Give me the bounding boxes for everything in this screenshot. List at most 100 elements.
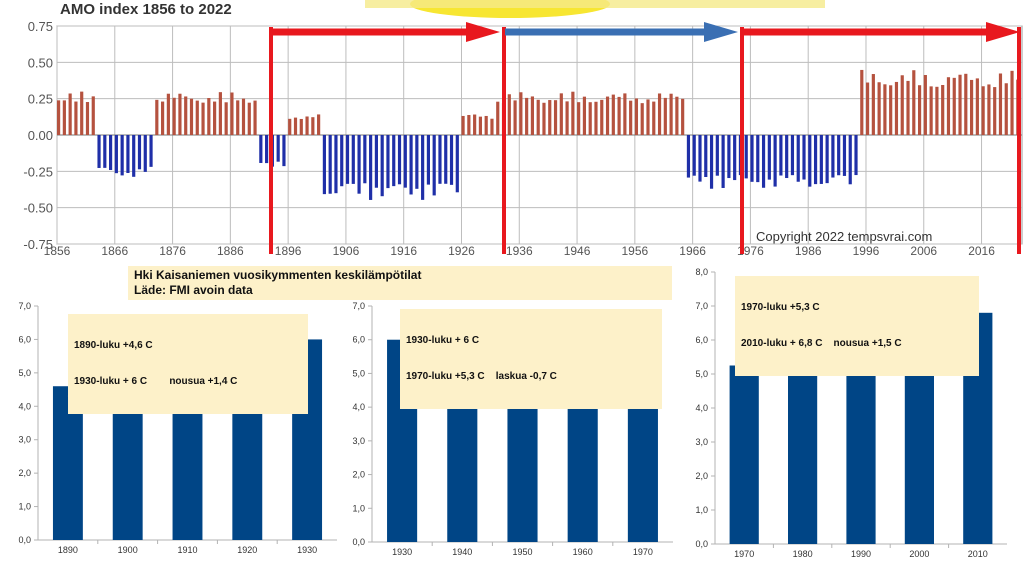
amo-bar <box>657 93 662 135</box>
amo-bar <box>854 135 858 176</box>
amo-bar <box>184 96 188 135</box>
yellow-banner <box>365 0 825 8</box>
amo-bar <box>322 135 326 195</box>
amo-x-tick-label: 2006 <box>910 244 937 256</box>
amo-x-tick-label: 1856 <box>44 244 71 256</box>
amo-bar <box>634 98 639 135</box>
amo-bar <box>120 135 124 176</box>
amo-bar <box>519 92 523 135</box>
amo-bar <box>241 98 246 135</box>
amo-bar <box>74 101 78 135</box>
amo-x-tick-label: 1996 <box>853 244 880 256</box>
y-tick-label: 7,0 <box>695 301 708 311</box>
amo-bar <box>629 100 633 135</box>
amo-bar <box>721 135 725 188</box>
amo-bar <box>288 118 292 135</box>
amo-bar <box>230 92 234 135</box>
amo-bar <box>727 135 731 179</box>
amo-bar <box>259 135 263 163</box>
amo-bar <box>218 92 222 135</box>
amo-y-tick-label: -0.50 <box>23 201 53 216</box>
y-tick-label: 0,0 <box>18 535 31 545</box>
amo-bar <box>317 114 321 135</box>
x-tick-label: 2000 <box>909 549 929 559</box>
amo-bar <box>958 74 962 135</box>
amo-bar <box>62 100 66 135</box>
amo-bar <box>513 100 517 135</box>
amo-title: AMO index 1856 to 2022 <box>60 1 232 18</box>
x-tick-label: 1970 <box>734 549 754 559</box>
panel-1930-1970: 0,0 1,0 2,0 3,0 4,0 5,0 6,0 7,0 1930 1940 1950 1960… <box>346 256 676 568</box>
amo-bar <box>900 75 904 135</box>
note-1-line-2: 1930-luku + 6 C nousua +1,4 C <box>74 376 238 387</box>
amo-y-tick-label: 0.00 <box>28 128 53 143</box>
amo-bar <box>941 85 945 135</box>
amo-bar <box>357 135 361 194</box>
amo-bar <box>929 86 933 135</box>
amo-bar <box>860 69 864 135</box>
amo-arrows <box>269 22 1021 254</box>
header-note-line1: Hki Kaisaniemen vuosikymmenten keskilämp… <box>134 268 422 282</box>
amo-bar <box>577 102 581 135</box>
amo-x-tick-label: 1986 <box>795 244 822 256</box>
amo-x-tick-label: 1926 <box>448 244 475 256</box>
amo-bar <box>715 135 719 176</box>
amo-bar <box>109 135 113 170</box>
period-arrow-head <box>704 22 738 42</box>
amo-bar <box>432 135 436 196</box>
amo-x-tick-label: 1936 <box>506 244 533 256</box>
amo-bar <box>536 99 540 135</box>
amo-bar <box>438 135 442 184</box>
amo-x-tick-label: 1956 <box>621 244 648 256</box>
amo-bar <box>831 135 835 178</box>
amo-x-tick-label: 1906 <box>333 244 360 256</box>
x-tick-label: 1890 <box>58 545 78 555</box>
amo-x-tick-label: 1866 <box>101 244 128 256</box>
amo-y-ticks: 0.75 0.50 0.25 0.00 -0.25 -0.50 -0.75 <box>23 19 53 252</box>
amo-bar <box>421 135 425 200</box>
amo-bar <box>126 135 130 173</box>
x-tick-label: 1930 <box>392 547 412 557</box>
amo-bar <box>709 135 714 189</box>
y-tick-label: 0,0 <box>352 537 365 547</box>
y-tick-label: 6,0 <box>18 334 31 344</box>
bar <box>112 392 143 540</box>
amo-bar <box>85 102 90 135</box>
amo-bar <box>894 81 899 135</box>
amo-bar <box>114 135 118 174</box>
amo-bar <box>444 135 448 184</box>
amo-bar <box>785 135 789 179</box>
amo-bar <box>582 96 587 135</box>
amo-bar <box>484 115 488 135</box>
amo-bar <box>917 85 922 135</box>
amo-bar <box>571 91 575 135</box>
y-tick-label: 0,0 <box>695 539 708 549</box>
amo-bar <box>57 100 61 135</box>
bar <box>729 365 759 544</box>
amo-bar <box>553 100 558 135</box>
amo-bar <box>334 135 338 194</box>
note-3-line-2: 2010-luku + 6,8 C nousua +1,5 C <box>741 338 902 349</box>
amo-bar <box>756 135 760 183</box>
x-tick-label: 1990 <box>851 549 871 559</box>
amo-x-tick-label: 1916 <box>390 244 417 256</box>
amo-bar <box>455 135 459 193</box>
y-tick-label: 3,0 <box>352 436 365 446</box>
period-arrow-head <box>986 22 1020 42</box>
amo-bar <box>952 77 956 135</box>
amo-bar <box>981 86 985 135</box>
amo-bar <box>871 74 875 135</box>
amo-bar <box>761 135 766 188</box>
y-tick-label: 4,0 <box>695 403 708 413</box>
amo-bar <box>328 135 332 194</box>
amo-bar <box>865 82 870 135</box>
y-tick-label: 5,0 <box>695 369 708 379</box>
amo-bar <box>600 99 604 135</box>
x-tick-label: 1970 <box>633 547 653 557</box>
y-tick-label: 3,0 <box>695 437 708 447</box>
amo-bar <box>652 101 656 135</box>
amo-bar <box>490 118 494 135</box>
amo-bar <box>733 135 737 181</box>
amo-bar <box>623 93 627 135</box>
amo-bar <box>796 135 800 182</box>
